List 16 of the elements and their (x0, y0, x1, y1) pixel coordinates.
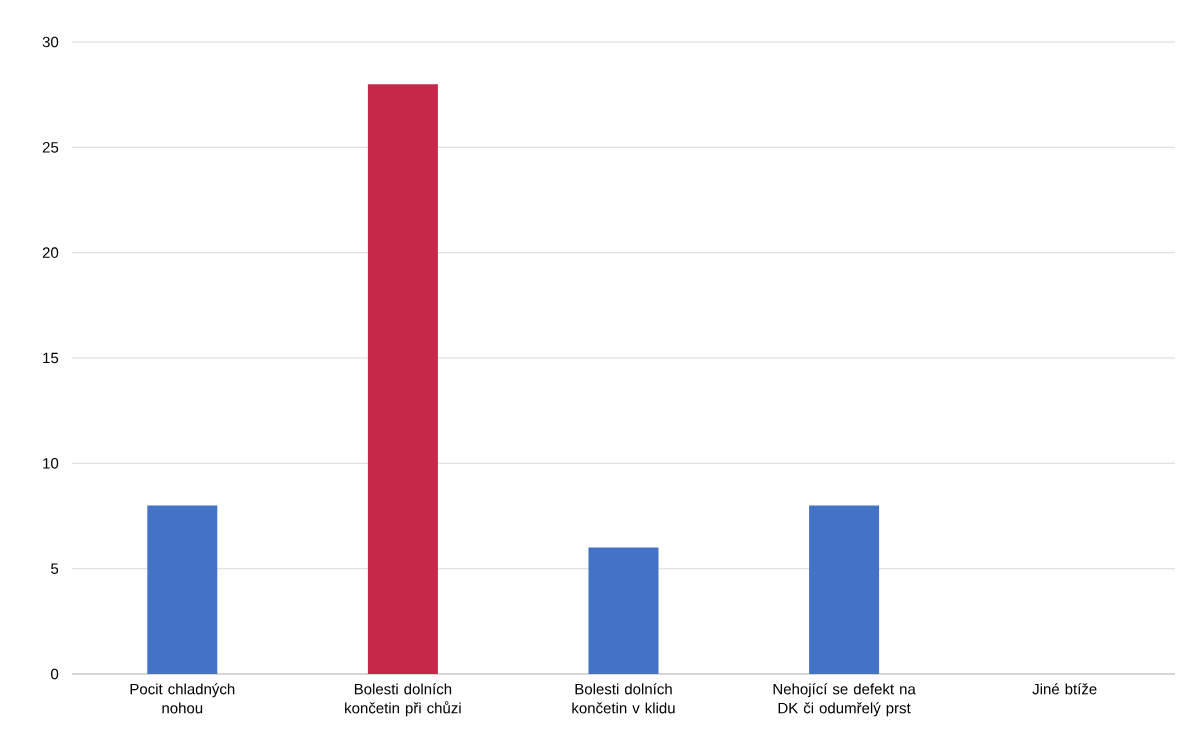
y-tick-label: 5 (51, 563, 59, 574)
bar (367, 84, 438, 674)
x-tick-label: Bolesti dolních končetin v klidu (572, 683, 675, 714)
y-tick-label: 30 (42, 36, 59, 48)
x-tick-label: Nehojící se defekt na DK či odumřelý prst (773, 683, 916, 717)
bar (147, 505, 218, 674)
x-tick-label: Jiné btíže (1032, 683, 1097, 695)
x-tick-label: Pocit chladných nohou (130, 683, 235, 714)
y-tick-label: 10 (43, 458, 59, 469)
y-tick-label: 25 (42, 142, 59, 153)
bar (588, 547, 659, 674)
x-tick-label: Bolesti dolních končetin při chůzi (345, 683, 461, 717)
y-tick-label: 15 (43, 352, 59, 364)
bar (809, 505, 880, 674)
y-tick-label: 20 (42, 247, 59, 258)
y-tick-label: 0 (51, 668, 59, 680)
